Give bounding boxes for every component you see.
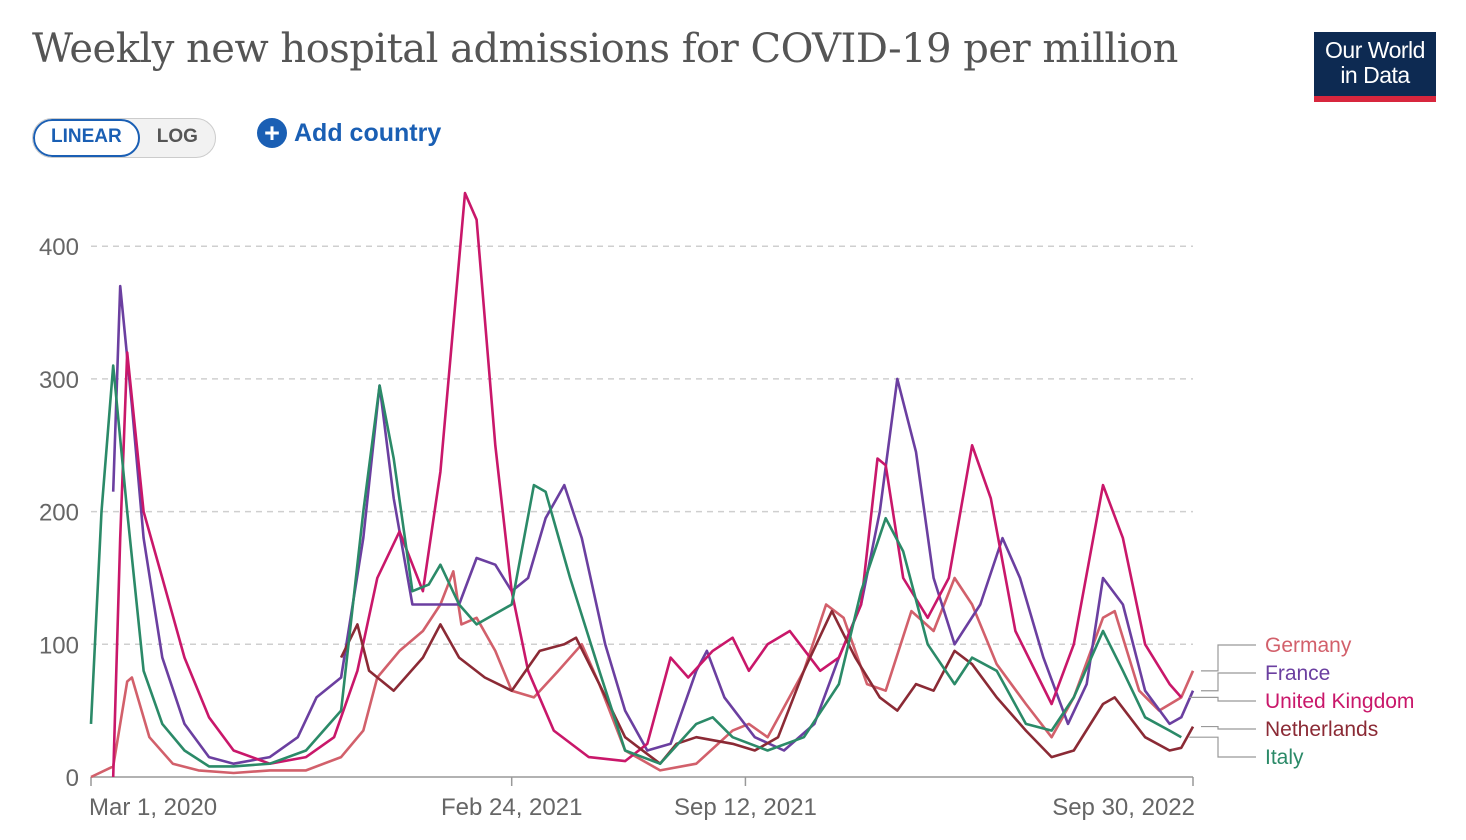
x-tick-label: Sep 30, 2022 bbox=[1052, 794, 1195, 821]
y-tick-label: 0 bbox=[66, 765, 79, 792]
series-line-united-kingdom[interactable] bbox=[111, 191, 1183, 778]
legend-label-italy[interactable]: Italy bbox=[1265, 746, 1304, 769]
legend-connector bbox=[1201, 725, 1256, 730]
legend-label-united-kingdom[interactable]: United Kingdom bbox=[1265, 690, 1414, 713]
legend-label-netherlands[interactable]: Netherlands bbox=[1265, 718, 1378, 741]
y-tick-label: 100 bbox=[39, 632, 79, 659]
series-lines bbox=[89, 191, 1195, 779]
series-line-italy[interactable] bbox=[89, 364, 1182, 768]
logo-line-2: in Data bbox=[1340, 62, 1410, 88]
legend-connector bbox=[1201, 672, 1256, 692]
x-tick-label: Sep 12, 2021 bbox=[674, 794, 817, 821]
owid-logo[interactable]: Our World in Data bbox=[1314, 32, 1436, 102]
chart-title: Weekly new hospital admissions for COVID… bbox=[32, 26, 1178, 72]
plus-circle-icon: + bbox=[257, 118, 287, 148]
legend-connector bbox=[1201, 644, 1256, 672]
legend-connector bbox=[1189, 736, 1256, 758]
add-country-label: Add country bbox=[294, 118, 442, 147]
scale-toggle[interactable]: LINEAR LOG bbox=[32, 118, 216, 158]
series-line-germany[interactable] bbox=[90, 570, 1195, 779]
legend: Germany France United Kingdom Netherlands It… bbox=[1189, 634, 1414, 769]
legend-connector bbox=[1189, 696, 1256, 702]
x-tick-label: Feb 24, 2021 bbox=[441, 794, 582, 821]
linear-scale-button[interactable]: LINEAR bbox=[33, 119, 140, 157]
legend-label-germany[interactable]: Germany bbox=[1265, 634, 1352, 657]
y-tick-label: 300 bbox=[39, 367, 79, 394]
gridlines bbox=[91, 245, 1193, 646]
legend-label-france[interactable]: France bbox=[1265, 662, 1330, 685]
series-line-france[interactable] bbox=[111, 284, 1195, 765]
logo-red-bar bbox=[1314, 96, 1436, 102]
x-tick-label: Mar 1, 2020 bbox=[89, 794, 217, 821]
y-tick-label: 400 bbox=[39, 234, 79, 261]
add-country-button[interactable]: + Add country bbox=[257, 118, 441, 148]
log-scale-button[interactable]: LOG bbox=[156, 126, 198, 147]
y-tick-label: 200 bbox=[39, 500, 79, 527]
axes: 0 100 200 300 400 Mar 1, 2020 Feb 24, 2021 Sep … bbox=[39, 234, 1195, 821]
series-line-netherlands[interactable] bbox=[339, 609, 1195, 765]
logo-line-1: Our World bbox=[1325, 37, 1425, 63]
